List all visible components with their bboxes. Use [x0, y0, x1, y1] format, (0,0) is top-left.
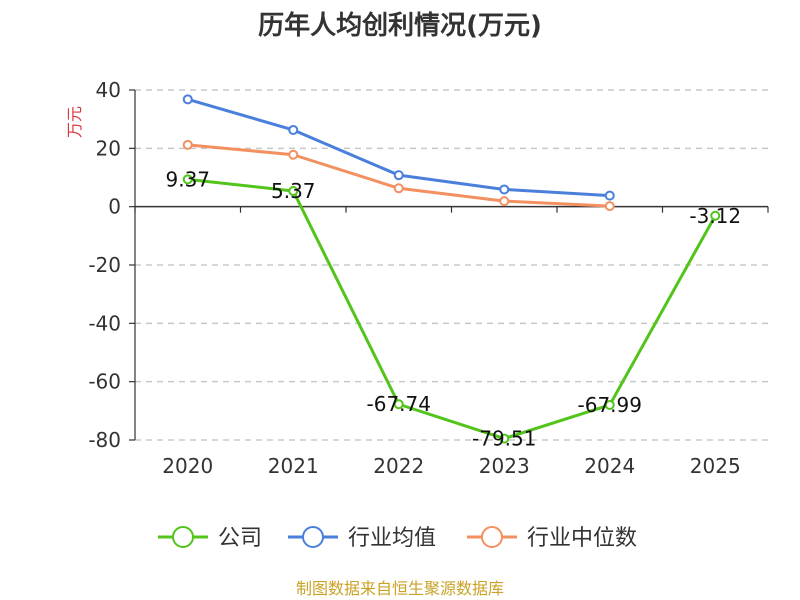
legend-swatch-marker — [481, 526, 503, 548]
data-label: 5.37 — [271, 179, 316, 203]
data-label: -3.12 — [689, 204, 741, 228]
data-label: -79.51 — [472, 427, 536, 451]
series-point — [393, 183, 404, 194]
series-point — [499, 433, 510, 444]
legend-label: 行业中位数 — [527, 526, 637, 551]
legend-label: 行业均值 — [348, 526, 436, 551]
legend-label: 公司 — [218, 526, 262, 551]
x-tick-label: 2022 — [373, 454, 424, 478]
x-tick-label: 2023 — [479, 454, 530, 478]
legend-swatch-marker — [302, 526, 324, 548]
series-point — [604, 201, 615, 212]
y-tick-label: 20 — [96, 136, 121, 160]
y-tick-label: 40 — [96, 78, 121, 102]
grid-lines — [135, 89, 768, 441]
series-point — [393, 399, 404, 410]
series-point — [604, 399, 615, 410]
legend: 公司 行业均值 行业中位数 — [158, 526, 637, 551]
x-tick-label: 2020 — [162, 454, 213, 478]
series-point — [604, 190, 615, 201]
series-point — [288, 124, 299, 135]
series-line — [187, 177, 717, 441]
axes: 40 20 0 -20 -40 -60 -80 2020 2021 2022 2023 2024 202… — [88, 78, 769, 478]
chart-title: 历年人均创利情况(万元) — [258, 10, 542, 41]
legend-swatch-marker — [172, 526, 194, 548]
series-point — [710, 210, 721, 221]
y-tick-label: -60 — [88, 370, 121, 394]
y-tick-label: -20 — [88, 253, 121, 277]
series-line — [187, 97, 610, 198]
source-note: 制图数据来自恒生聚源数据库 — [296, 579, 504, 598]
data-label: 9.37 — [165, 167, 210, 191]
series-point — [182, 94, 193, 105]
x-tick-label: 2024 — [584, 454, 635, 478]
x-tick-label: 2021 — [268, 454, 319, 478]
series-point — [499, 184, 510, 195]
data-labels: 9.37 5.37 -67.74 -79.51 -67.99 -3.12 — [165, 167, 741, 450]
y-tick-label: 0 — [108, 195, 121, 219]
series-point — [288, 186, 299, 197]
data-label: -67.99 — [578, 393, 642, 417]
series-point — [499, 196, 510, 207]
data-label: -67.74 — [367, 392, 431, 416]
y-axis-label: 万元 — [65, 106, 84, 138]
series-layer — [182, 94, 721, 444]
series-point — [182, 139, 193, 150]
series-point — [182, 174, 193, 185]
y-tick-label: -40 — [88, 311, 121, 335]
x-tick-label: 2025 — [690, 454, 741, 478]
series-point — [393, 170, 404, 181]
series-point — [288, 149, 299, 160]
y-tick-label: -80 — [88, 428, 121, 452]
